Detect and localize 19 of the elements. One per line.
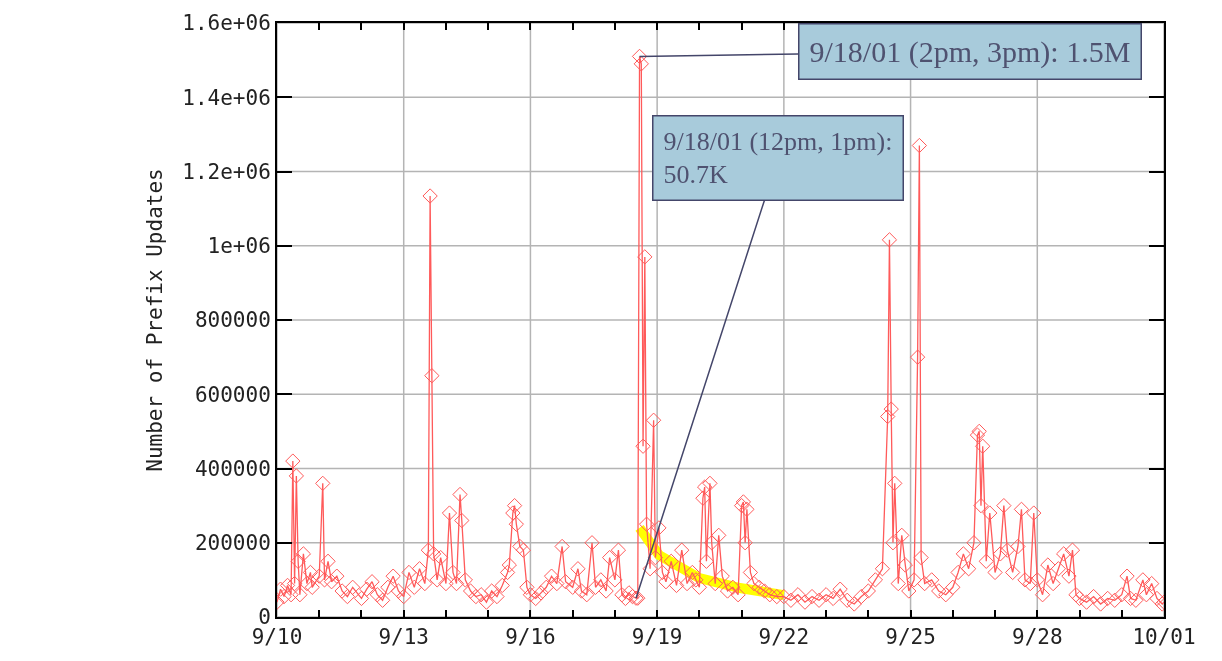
y-tick-label: 1.4e+06 xyxy=(182,85,271,110)
annotation: 9/18/01 (2pm, 3pm): 1.5M xyxy=(809,34,1131,69)
y-tick-label: 1e+06 xyxy=(207,234,271,259)
x-tick-label: 9/25 xyxy=(885,625,936,650)
y-tick-label: 200000 xyxy=(194,531,271,556)
x-tick-label: 9/28 xyxy=(1012,625,1063,650)
y-tick-label: 1.2e+06 xyxy=(182,159,271,184)
x-tick-label: 9/10 xyxy=(251,625,303,650)
x-tick-label: 9/16 xyxy=(505,625,556,650)
y-tick-label: 600000 xyxy=(194,382,271,407)
x-tick-label: 9/19 xyxy=(631,625,683,650)
x-tick-label: 9/22 xyxy=(758,625,810,650)
y-tick-label: 400000 xyxy=(194,456,271,481)
annotation: 9/18/01 (12pm, 1pm): 50.7K xyxy=(663,126,893,190)
x-tick-label: 10/01 xyxy=(1132,625,1196,650)
y-tick-label: 800000 xyxy=(194,308,271,333)
y-tick-label: 1.6e+06 xyxy=(182,11,271,36)
x-tick-label: 9/13 xyxy=(378,625,429,650)
y-axis-title: Number of Prefix Updates xyxy=(142,168,167,472)
